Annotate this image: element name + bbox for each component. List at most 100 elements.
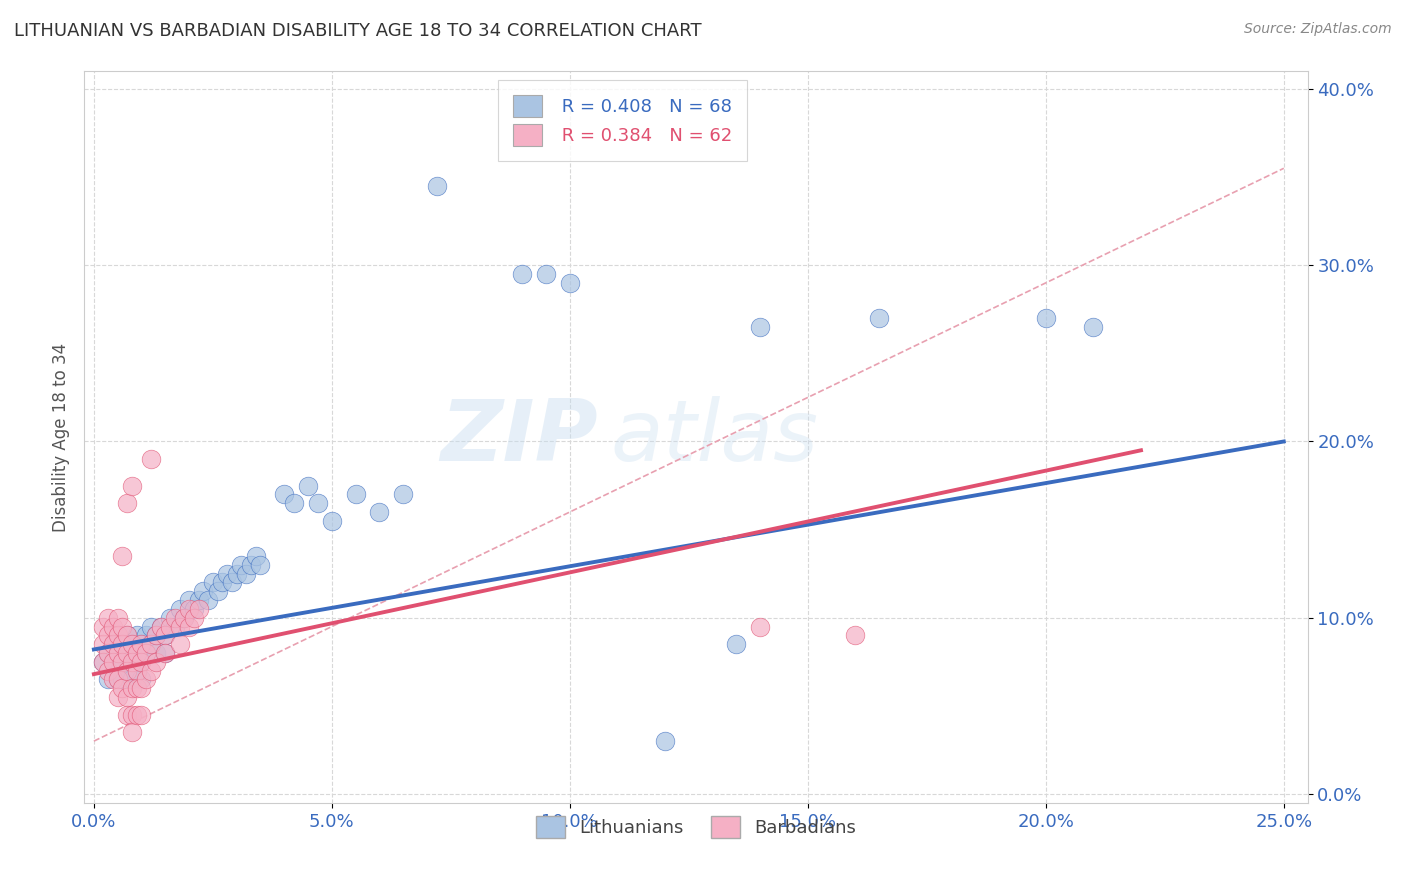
Point [145,628,167,642]
Point [183,611,205,625]
Point [297,478,319,492]
Point [101,619,124,633]
Point [107,646,129,660]
Point [125,707,148,722]
Text: LITHUANIAN VS BARBADIAN DISABILITY AGE 18 TO 34 CORRELATION CHART: LITHUANIAN VS BARBADIAN DISABILITY AGE 1… [14,22,702,40]
Point [121,637,143,651]
Point [115,664,138,678]
Point [139,637,162,651]
Point [225,566,247,581]
Point [107,611,129,625]
Point [107,673,129,687]
Point [155,628,177,642]
Point [217,566,239,581]
Point [107,646,129,660]
Point [558,276,581,290]
Point [93,637,115,651]
Point [392,487,415,501]
Point [145,646,167,660]
Point [101,637,124,651]
Point [125,646,148,660]
Point [135,673,157,687]
Point [197,593,219,607]
Point [125,646,148,660]
Point [149,619,172,633]
Point [111,637,134,651]
Point [749,320,772,334]
Point [207,584,229,599]
Point [135,628,157,642]
Point [107,664,129,678]
Point [145,655,167,669]
Point [187,602,209,616]
Text: Source: ZipAtlas.com: Source: ZipAtlas.com [1244,22,1392,37]
Point [725,637,748,651]
Point [249,558,271,572]
Point [97,611,120,625]
Point [115,646,138,660]
Point [749,619,772,633]
Point [211,575,233,590]
Point [111,619,134,633]
Point [115,496,138,510]
Point [177,593,200,607]
Point [101,673,124,687]
Point [177,619,200,633]
Point [163,619,186,633]
Point [121,725,143,739]
Point [231,558,253,572]
Point [135,646,157,660]
Point [193,584,215,599]
Point [187,593,209,607]
Point [139,664,162,678]
Point [131,655,153,669]
Point [510,267,533,281]
Point [97,646,120,660]
Point [307,496,329,510]
Point [111,655,134,669]
Point [107,690,129,704]
Point [135,646,157,660]
Text: atlas: atlas [610,395,818,479]
Point [283,496,305,510]
Point [426,178,449,193]
Point [149,619,172,633]
Point [97,628,120,642]
Point [344,487,367,501]
Point [139,637,162,651]
Point [125,664,148,678]
Legend: Lithuanians, Barbadians: Lithuanians, Barbadians [529,808,863,845]
Point [115,707,138,722]
Point [145,628,167,642]
Point [121,673,143,687]
Point [93,655,115,669]
Point [131,707,153,722]
Point [321,514,343,528]
Point [534,267,557,281]
Point [121,478,143,492]
Point [107,673,129,687]
Point [235,566,257,581]
Point [169,637,191,651]
Point [155,628,177,642]
Point [368,505,391,519]
Point [97,673,120,687]
Point [101,637,124,651]
Point [139,452,162,467]
Point [125,681,148,696]
Point [121,637,143,651]
Point [239,558,262,572]
Point [169,619,191,633]
Text: ZIP: ZIP [440,395,598,479]
Point [131,673,153,687]
Point [111,681,134,696]
Point [115,690,138,704]
Point [121,707,143,722]
Point [159,611,181,625]
Point [93,655,115,669]
Point [121,681,143,696]
Point [273,487,295,501]
Point [101,655,124,669]
Point [107,628,129,642]
Point [131,655,153,669]
